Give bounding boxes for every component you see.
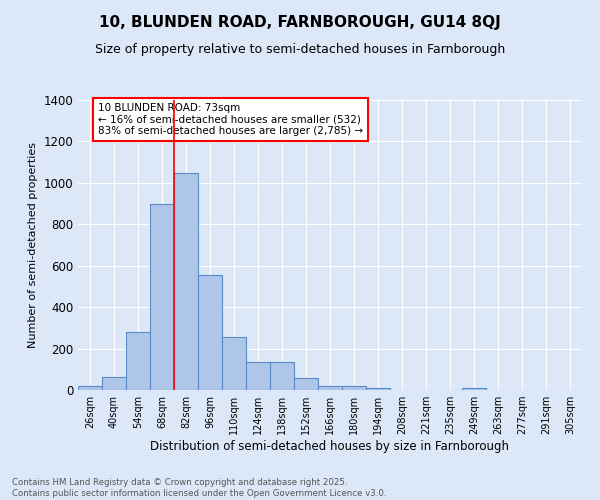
X-axis label: Distribution of semi-detached houses by size in Farnborough: Distribution of semi-detached houses by … [151, 440, 509, 453]
Bar [270, 362, 294, 390]
Bar [150, 204, 174, 390]
Bar [222, 337, 246, 390]
Bar [462, 388, 486, 390]
Bar [126, 332, 150, 390]
Bar [102, 376, 126, 390]
Bar [318, 386, 342, 390]
Bar [366, 388, 390, 390]
Y-axis label: Number of semi-detached properties: Number of semi-detached properties [28, 142, 38, 348]
Bar [342, 386, 366, 390]
Bar [174, 172, 198, 390]
Bar [198, 275, 222, 390]
Bar [246, 362, 270, 390]
Text: Contains HM Land Registry data © Crown copyright and database right 2025.
Contai: Contains HM Land Registry data © Crown c… [12, 478, 386, 498]
Text: 10 BLUNDEN ROAD: 73sqm
← 16% of semi-detached houses are smaller (532)
83% of se: 10 BLUNDEN ROAD: 73sqm ← 16% of semi-det… [98, 103, 363, 136]
Bar [78, 386, 102, 390]
Text: 10, BLUNDEN ROAD, FARNBOROUGH, GU14 8QJ: 10, BLUNDEN ROAD, FARNBOROUGH, GU14 8QJ [99, 15, 501, 30]
Text: Size of property relative to semi-detached houses in Farnborough: Size of property relative to semi-detach… [95, 42, 505, 56]
Bar [294, 378, 318, 390]
